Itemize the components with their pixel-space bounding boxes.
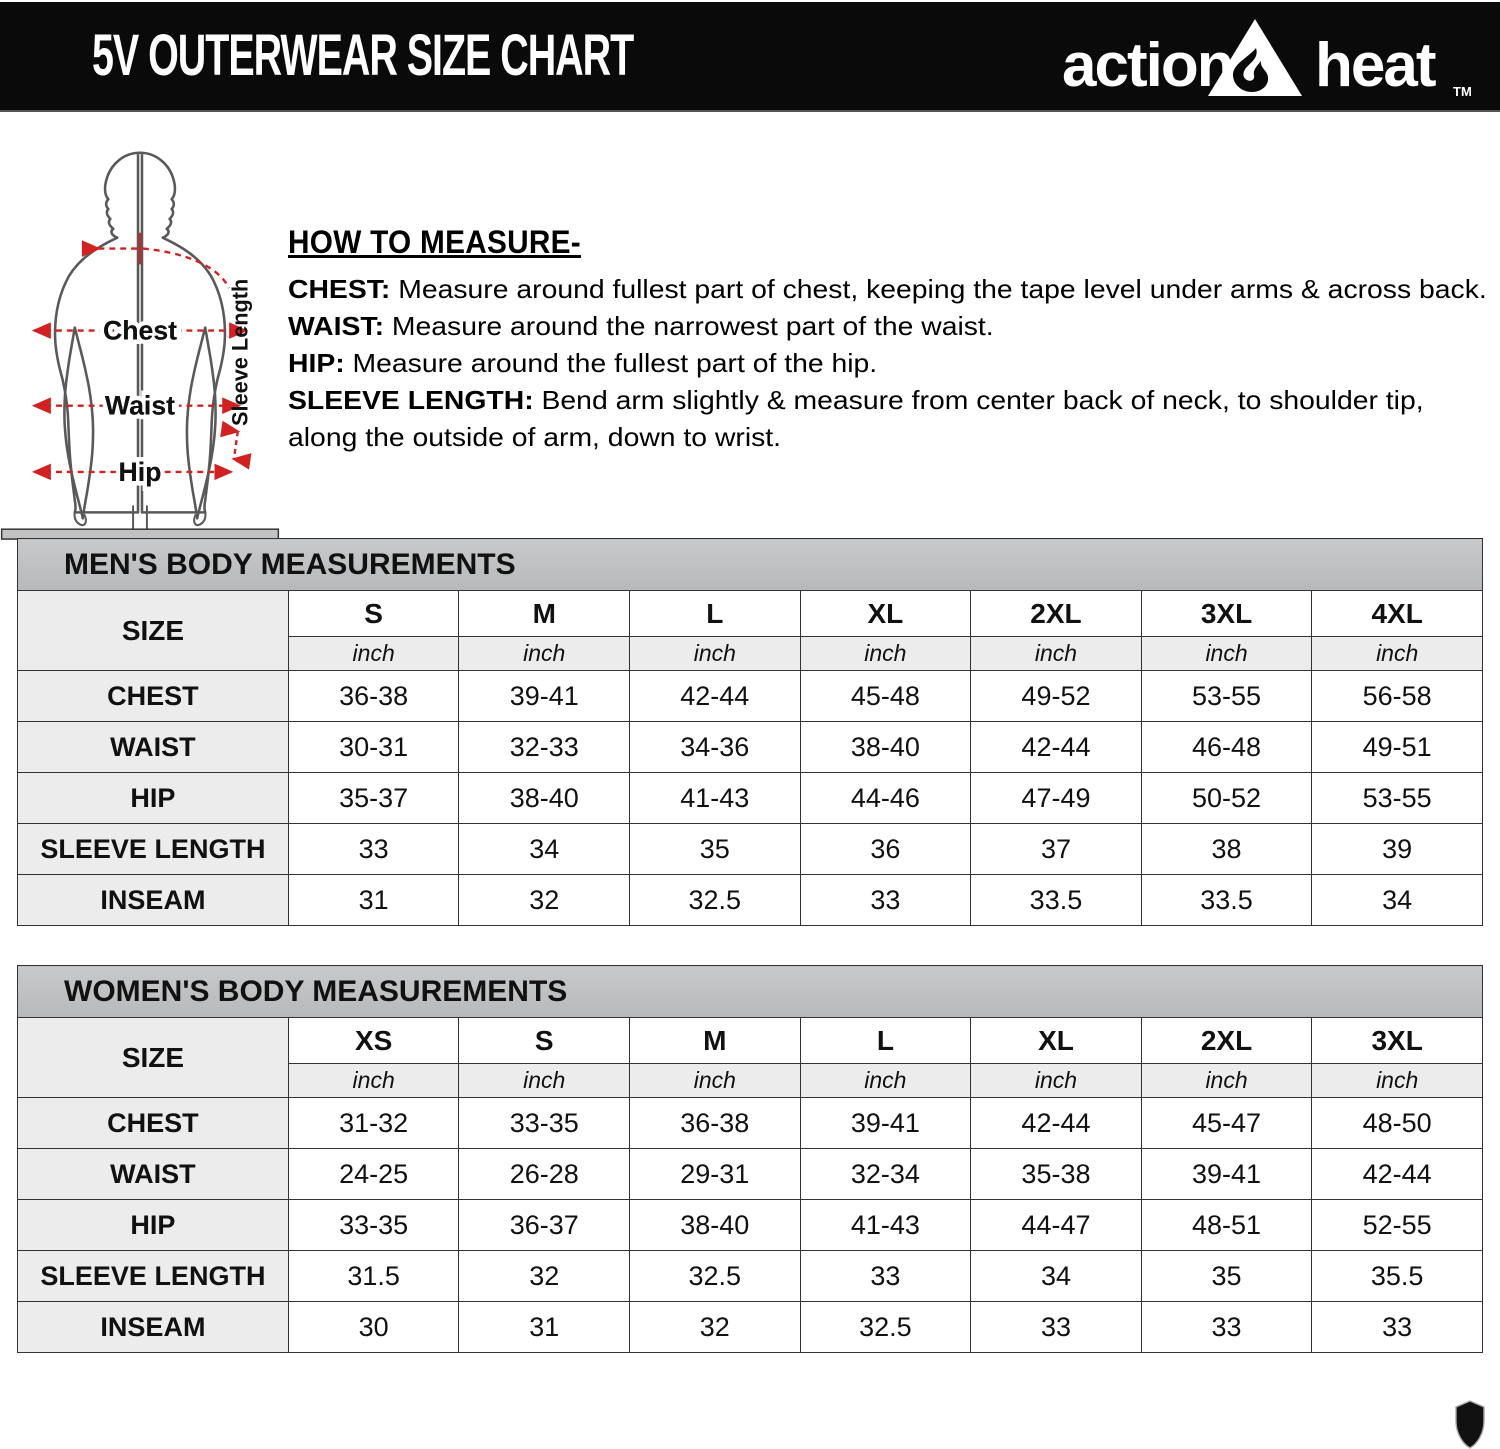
svg-text:heat: heat bbox=[1315, 31, 1436, 100]
svg-text:Chest: Chest bbox=[103, 315, 177, 345]
svg-text:Hip: Hip bbox=[119, 457, 162, 487]
svg-text:Waist: Waist bbox=[105, 391, 175, 421]
svg-text:Sleeve Length: Sleeve Length bbox=[228, 279, 253, 426]
svg-text:TM: TM bbox=[1453, 84, 1472, 99]
svg-text:action: action bbox=[1062, 31, 1233, 100]
